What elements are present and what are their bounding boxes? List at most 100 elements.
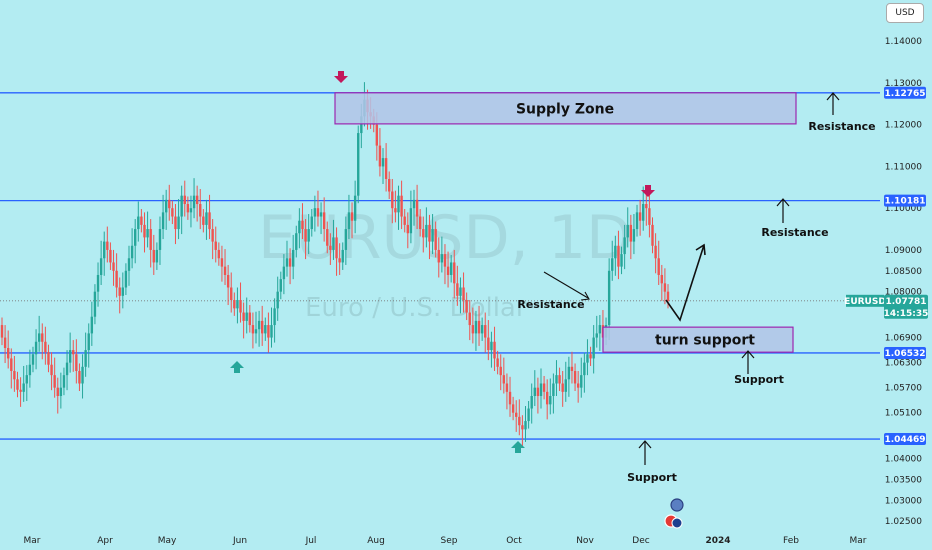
candle-body — [341, 249, 344, 263]
x-tick-label: Mar — [24, 536, 41, 546]
candle-body — [394, 208, 397, 213]
candle-body — [555, 375, 558, 384]
candle-body — [109, 249, 112, 263]
candle-body — [530, 396, 533, 409]
candle-body — [471, 325, 475, 334]
y-tick-label: 1.09000 — [885, 246, 922, 256]
current-price-label: 1.07781 — [886, 297, 927, 307]
support-label-1: Support — [734, 373, 784, 386]
candle-body — [533, 387, 536, 397]
candle-body — [549, 396, 552, 405]
candle-body — [130, 245, 134, 259]
candle-body — [270, 325, 273, 338]
candle-body — [391, 191, 394, 209]
candle-body — [449, 262, 453, 275]
candle-body — [13, 370, 16, 380]
countdown-label: 14:15:35 — [884, 309, 929, 319]
supply-zone-box — [334, 92, 797, 125]
y-tick-label: 1.06300 — [885, 359, 922, 369]
candle-body — [214, 241, 217, 250]
candle-body — [230, 287, 233, 301]
candle-body — [607, 270, 611, 326]
candle-body — [623, 237, 626, 255]
x-tick-label: 2024 — [705, 536, 730, 546]
currency-button[interactable]: USD — [886, 3, 924, 23]
watermark-description: Euro / U.S. Dollar — [305, 293, 527, 323]
candle-body — [301, 220, 304, 230]
candle-body — [347, 212, 351, 230]
event-icon[interactable] — [670, 498, 684, 512]
candle-body — [428, 224, 431, 242]
candle-body — [403, 216, 406, 225]
candle-body — [295, 233, 298, 250]
candle-body — [595, 333, 598, 338]
candle-body — [431, 229, 434, 242]
x-tick-label: Aug — [367, 536, 385, 546]
candle-body — [487, 337, 490, 351]
candle-body — [3, 337, 7, 349]
candle-body — [422, 229, 425, 238]
candle-body — [384, 158, 388, 179]
candle-body — [34, 341, 38, 355]
candle-body — [72, 350, 75, 355]
candle-body — [90, 316, 94, 334]
candle-body — [332, 237, 335, 250]
candle-body — [586, 354, 589, 363]
candle-body — [155, 249, 159, 263]
x-tick-label: Feb — [783, 536, 799, 546]
candle-body — [158, 229, 162, 250]
top-marker-dec — [641, 185, 655, 197]
candle-body — [16, 379, 19, 390]
candle-body — [508, 391, 512, 405]
y-tick-label: 1.11000 — [885, 162, 922, 172]
candle-body — [589, 354, 592, 359]
candle-body — [115, 270, 118, 288]
candle-body — [121, 287, 125, 296]
candle-body — [335, 237, 338, 259]
x-tick-label: Nov — [576, 536, 594, 546]
candle-body — [437, 249, 440, 263]
candle-body — [505, 383, 509, 392]
candle-body — [353, 195, 357, 221]
candle-body — [412, 199, 416, 209]
candle-body — [552, 383, 555, 397]
candle-body — [223, 266, 227, 275]
candle-body — [192, 195, 196, 209]
candle-body — [357, 133, 360, 196]
resistance-arrow-2-head — [776, 198, 790, 207]
candle-body — [477, 320, 481, 334]
candle-body — [425, 224, 428, 238]
candle-body — [632, 229, 636, 242]
candle-body — [279, 279, 282, 292]
candle-body — [440, 254, 444, 263]
candle-body — [103, 241, 106, 259]
candle-body — [6, 348, 10, 359]
candle-body — [592, 337, 595, 359]
candle-body — [134, 229, 137, 246]
candle-body — [310, 216, 313, 230]
us-flag-icon[interactable] — [671, 517, 683, 529]
resistance-label-2: Resistance — [761, 226, 828, 239]
candle-body — [251, 325, 255, 334]
candle-body — [65, 362, 69, 376]
candle-body — [493, 341, 496, 359]
candle-body — [642, 204, 645, 221]
y-tick-label: 1.13000 — [885, 79, 922, 89]
candle-body — [248, 312, 252, 326]
candle-body — [573, 370, 577, 384]
candle-body — [480, 325, 484, 334]
candle-body — [415, 199, 419, 217]
resistance-label-1: Resistance — [808, 120, 875, 133]
candle-body — [19, 389, 22, 392]
candle-body — [96, 274, 100, 292]
candle-body — [307, 229, 310, 242]
candle-body — [545, 391, 549, 405]
candle-body — [118, 287, 121, 296]
symbol-tag-label: EURUSD — [844, 297, 886, 307]
candle-body — [137, 216, 140, 230]
candle-body — [645, 204, 648, 209]
candle-body — [44, 341, 47, 353]
candle-body — [406, 224, 409, 234]
candle-body — [614, 245, 617, 259]
